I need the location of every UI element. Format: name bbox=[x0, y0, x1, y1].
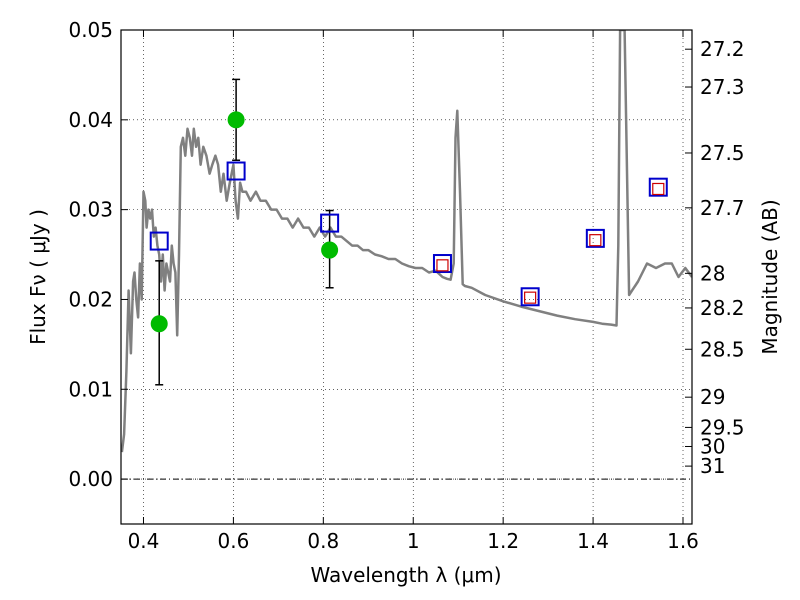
x-axis-label: Wavelength λ (μm) bbox=[310, 563, 501, 587]
y-tick-label: 0.02 bbox=[68, 287, 113, 311]
mag-tick-label: 29 bbox=[700, 385, 725, 409]
series-layer bbox=[121, 30, 692, 453]
y-axis-label: Flux Fν ( μJy ) bbox=[26, 209, 50, 345]
y-tick-label: 0.03 bbox=[68, 198, 113, 222]
plot-frame bbox=[120, 29, 693, 525]
mag-tick-label: 30 bbox=[700, 434, 725, 458]
x-tick-label: 1 bbox=[407, 529, 420, 553]
observed-data-point bbox=[150, 315, 168, 333]
y-tick-label: 0.01 bbox=[68, 377, 113, 401]
y-tick-label: 0.04 bbox=[68, 108, 113, 132]
mag-tick-label: 27.3 bbox=[700, 75, 745, 99]
mag-tick-label: 27.7 bbox=[700, 196, 745, 220]
model-photometry-square bbox=[149, 231, 169, 251]
model-photometry-square bbox=[585, 228, 605, 248]
y-tick-label: 0.00 bbox=[68, 467, 113, 491]
axis-ticks: 0.4 0.6 0.8 1 1.2 1.4 1.6 0.00 0.01 0.02 0.03 0.04 0… bbox=[68, 18, 744, 553]
model-photometry-square bbox=[320, 213, 340, 233]
mag-tick-label: 27.5 bbox=[700, 141, 745, 165]
model-photometry-square-red bbox=[589, 234, 602, 247]
mag-tick-label: 28 bbox=[700, 261, 725, 285]
x-tick-label: 0.8 bbox=[307, 529, 339, 553]
y-tick-label: 0.05 bbox=[68, 18, 113, 42]
mag-tick-label: 28.2 bbox=[700, 296, 745, 320]
observed-data-point bbox=[321, 241, 339, 259]
model-photometry-square bbox=[520, 287, 540, 307]
x-tick-label: 1.2 bbox=[487, 529, 519, 553]
mag-tick-label: 31 bbox=[700, 454, 725, 478]
model-photometry-square bbox=[432, 254, 452, 274]
model-photometry-square bbox=[648, 177, 668, 197]
mag-tick-label: 29.5 bbox=[700, 415, 745, 439]
model-photometry-square-red bbox=[652, 182, 665, 196]
mag-tick-label: 28.5 bbox=[700, 337, 745, 361]
mag-tick-label: 27.2 bbox=[700, 37, 745, 61]
model-photometry-square bbox=[226, 161, 246, 181]
model-photometry-square-red bbox=[524, 291, 537, 304]
x-tick-label: 0.6 bbox=[217, 529, 249, 553]
right-axis-label: Magnitude (AB) bbox=[758, 199, 782, 354]
observed-data-point bbox=[227, 111, 245, 129]
model-photometry-square-red bbox=[436, 259, 449, 272]
x-tick-label: 1.4 bbox=[577, 529, 609, 553]
x-tick-label: 0.4 bbox=[128, 529, 160, 553]
x-tick-label: 1.6 bbox=[667, 529, 699, 553]
